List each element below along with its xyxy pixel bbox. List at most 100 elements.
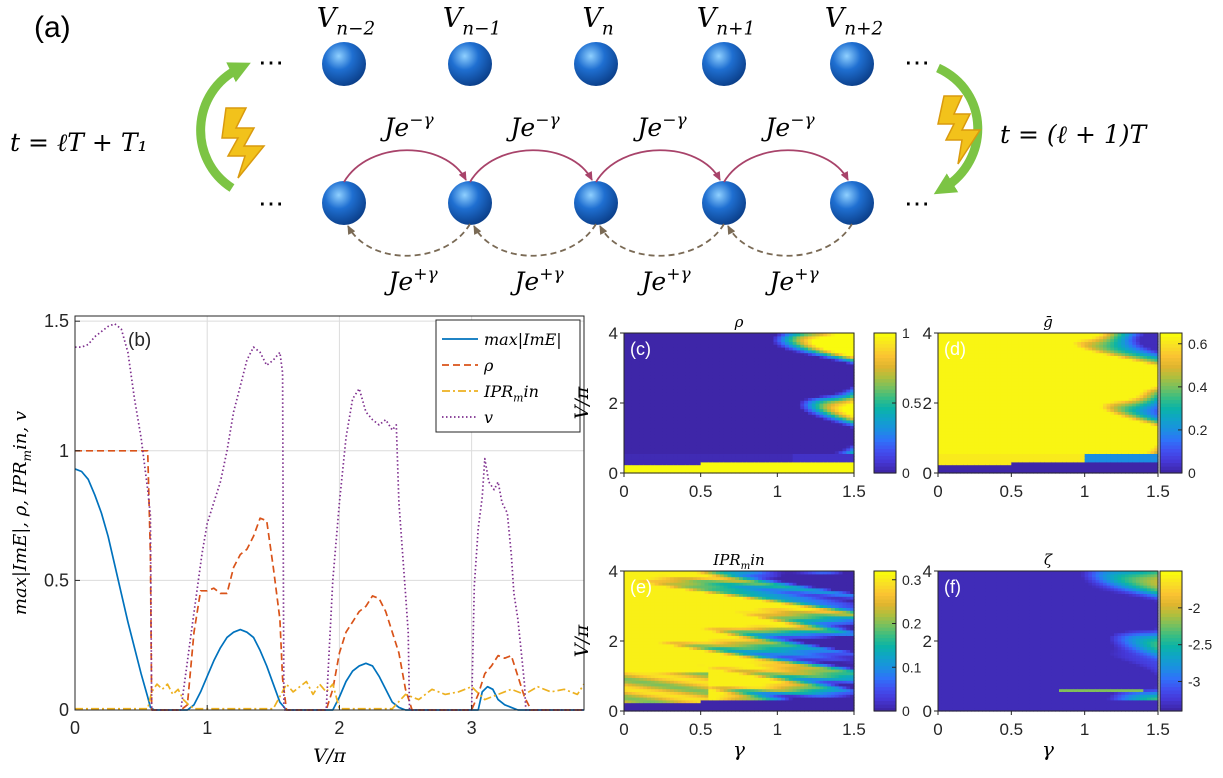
heatmap-cell — [974, 394, 979, 398]
heatmap-cell — [788, 445, 794, 449]
heatmap-cell — [650, 467, 656, 471]
heatmap-cell — [842, 414, 847, 418]
heatmap-cell — [777, 400, 782, 404]
heatmap-cell — [952, 386, 957, 390]
heatmap-cell — [727, 380, 732, 384]
heatmap-cell — [650, 366, 656, 370]
heatmap-cell — [949, 461, 954, 466]
heatmap-cell — [662, 397, 667, 401]
heatmap-cell — [754, 464, 759, 468]
heatmap-cell — [754, 445, 759, 449]
y-tick-label-2: 1 — [59, 441, 69, 461]
heatmap-cell — [735, 352, 740, 356]
heatmap-cell — [731, 338, 736, 342]
heatmap-cell — [681, 394, 686, 398]
heatmap-cell — [949, 400, 954, 404]
heatmap-cell — [746, 333, 752, 337]
heatmap-cell — [681, 389, 686, 393]
heatmap-cell — [796, 394, 801, 398]
heatmap-cell — [804, 372, 809, 376]
heatmap-cell — [963, 344, 968, 348]
heatmap-cell — [765, 389, 771, 393]
heatmap-cell — [631, 431, 637, 435]
heatmap-cell — [974, 417, 979, 421]
heatmap-cell — [627, 464, 633, 468]
heatmap-cell — [949, 366, 954, 370]
heatmap-cell — [792, 389, 798, 393]
heatmap-cell — [941, 459, 946, 463]
heatmap-cell — [811, 386, 817, 390]
heatmap-cell — [700, 363, 706, 368]
heatmap-cell — [693, 386, 698, 390]
heatmap-cell — [788, 425, 794, 429]
heatmap-cell — [631, 377, 637, 382]
heatmap-cell — [670, 403, 675, 407]
heatmap-cell — [838, 358, 844, 362]
heatmap-cell — [796, 419, 801, 424]
legend-entry-3: v — [484, 408, 493, 427]
heatmap-cell — [754, 419, 759, 424]
heatmap-cell — [681, 383, 686, 387]
heatmap-cell — [846, 470, 851, 474]
heatmap-cell — [673, 380, 679, 384]
heatmap-cell — [673, 341, 679, 345]
heatmap-cell — [700, 453, 706, 457]
heatmap-cell — [831, 405, 836, 410]
heatmap-cell — [673, 417, 679, 421]
heatmap-cell — [746, 355, 752, 359]
heatmap-cell — [956, 442, 961, 446]
heatmap-cell — [941, 352, 946, 356]
heatmap-cell — [727, 442, 732, 446]
heatmap-cell — [949, 347, 954, 351]
heatmap-cell — [708, 433, 713, 438]
heatmap-cell — [773, 433, 778, 438]
heatmap-cell — [811, 383, 817, 387]
heatmap-cell — [681, 372, 686, 376]
heatmap-cell — [834, 405, 840, 410]
heatmap-cell — [677, 422, 683, 426]
heatmap-cell — [967, 456, 972, 460]
heatmap-cell — [666, 459, 671, 463]
heatmap-cell — [811, 414, 817, 418]
heatmap-cell — [750, 361, 755, 365]
heatmap-cell — [673, 349, 679, 354]
heatmap-cell — [804, 347, 809, 351]
heatmap-cell — [846, 363, 851, 368]
heatmap-cell — [781, 419, 786, 424]
heatmap-cell — [815, 380, 821, 384]
heatmap-cell — [700, 341, 706, 345]
backward-hop-label-2: Je+γ — [636, 265, 691, 297]
heatmap-cell — [712, 422, 717, 426]
heatmap-cell — [689, 417, 694, 421]
heatmap-cell — [731, 425, 736, 429]
heatmap-cell — [952, 447, 957, 452]
heatmap-cell — [719, 411, 725, 415]
heatmap-cell — [681, 400, 686, 404]
heatmap-cell — [746, 470, 752, 474]
heatmap-cell — [785, 422, 790, 426]
heatmap-cell — [838, 375, 844, 379]
heatmap-cell — [967, 405, 972, 410]
heatmap-cell — [696, 417, 702, 421]
heatmap-cell — [650, 417, 656, 421]
heatmap-cell — [746, 439, 752, 443]
heatmap-cell — [754, 389, 759, 393]
heatmap-cell — [627, 467, 633, 471]
heatmap-cell — [631, 422, 637, 426]
heatmap-cell — [624, 391, 629, 396]
heatmap-cell — [800, 467, 805, 471]
heatmap-cell — [704, 358, 709, 362]
heatmap-cell — [650, 377, 656, 382]
heatmap-cell — [762, 394, 767, 398]
heatmap-cell — [658, 369, 663, 373]
heatmap-cell — [727, 414, 732, 418]
heatmap-cell — [781, 338, 786, 342]
heatmap-cell — [945, 439, 950, 443]
heatmap-cell — [746, 405, 752, 410]
heatmap-cell — [781, 366, 786, 370]
heatmap-cell — [846, 433, 851, 438]
heatmap-cell — [677, 358, 683, 362]
heatmap-cell — [834, 352, 840, 356]
heatmap-cell — [693, 352, 698, 356]
heatmap-cell — [827, 352, 832, 356]
